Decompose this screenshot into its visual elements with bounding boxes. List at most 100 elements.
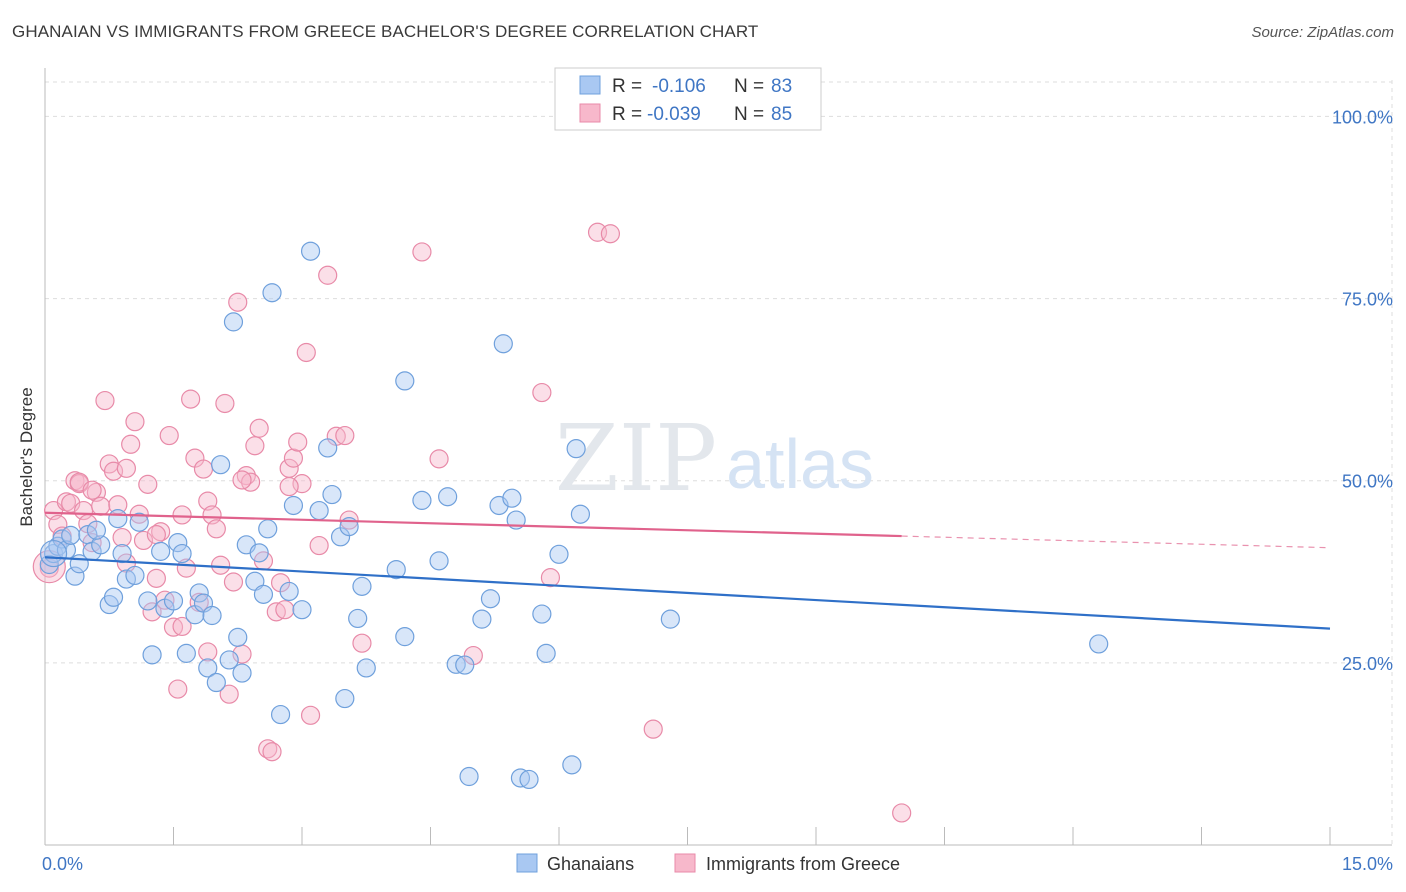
- greece-point: [309, 535, 329, 556]
- y-tick-labels: 25.0% 50.0% 75.0% 100.0%: [1332, 107, 1393, 673]
- ghanaian-point: [532, 604, 552, 624]
- greece-point: [121, 434, 141, 454]
- legend-r-value-2: -0.039: [647, 104, 701, 125]
- ghanaian-point: [151, 541, 171, 561]
- ghanaian-point: [172, 543, 192, 564]
- greece-point: [168, 679, 188, 699]
- ghanaian-point: [292, 600, 312, 620]
- greece-point: [206, 519, 226, 539]
- ghanaian-point: [322, 484, 342, 505]
- ghanaian-point: [189, 583, 209, 603]
- ghanaian-point: [61, 525, 81, 545]
- ghanaian-point: [455, 655, 475, 675]
- ghanaian-point: [125, 565, 145, 586]
- ghanaian-point: [202, 605, 222, 626]
- ghanaian-point: [429, 551, 449, 571]
- ghanaian-point: [502, 488, 522, 508]
- greece-point: [172, 505, 192, 525]
- ghanaian-point: [228, 627, 248, 647]
- ghanaian-point: [438, 487, 458, 507]
- greece-point: [48, 514, 68, 535]
- greece-point: [600, 224, 621, 244]
- ghanaian-point: [570, 504, 591, 524]
- greece-point: [335, 425, 355, 446]
- y-tick-label: 100.0%: [1332, 107, 1393, 127]
- ghanaian-point: [168, 533, 188, 553]
- greece-point: [82, 480, 102, 500]
- greece-point: [172, 616, 192, 637]
- trend-lines: [44, 511, 1331, 630]
- ghanaian-point: [356, 658, 376, 678]
- chart-title: GHANAIAN VS IMMIGRANTS FROM GREECE BACHE…: [12, 22, 759, 41]
- ghanaian-point: [412, 490, 432, 510]
- legend-r-value-1: -0.106: [652, 76, 706, 97]
- greece-point: [181, 389, 201, 409]
- ghanaian-point: [262, 283, 282, 303]
- ghanaian-point: [232, 663, 252, 683]
- greece-point: [138, 474, 158, 494]
- greece-point: [288, 432, 308, 452]
- ghanaian-point: [395, 371, 415, 391]
- greece-point: [232, 470, 252, 490]
- greece-point: [275, 600, 295, 620]
- greece-point: [112, 527, 132, 548]
- ghanaian-point: [176, 643, 196, 663]
- greece-point: [176, 558, 196, 578]
- greece-point: [412, 242, 432, 262]
- y-tick-label: 25.0%: [1342, 654, 1393, 674]
- ghanaian-trend-line: [44, 556, 1331, 630]
- correlation-legend: R = -0.106 N = 83 R = -0.039 N = 85: [554, 67, 822, 131]
- greece-point: [429, 449, 449, 469]
- ghanaian-point: [91, 535, 111, 555]
- greece-point: [300, 705, 321, 725]
- greece-point: [296, 342, 316, 363]
- ghanaian-point: [519, 769, 539, 790]
- ghanaian-point: [335, 688, 355, 709]
- greece-trend-line: [44, 511, 902, 538]
- ghanaian-point: [309, 500, 329, 521]
- ghanaian-point: [270, 704, 291, 725]
- ghanaian-point: [352, 576, 372, 596]
- greece-point: [318, 265, 338, 285]
- ghanaian-point: [472, 609, 492, 629]
- axes: [44, 68, 1392, 846]
- ghanaian-point: [65, 566, 85, 586]
- ghanaian-point: [138, 591, 158, 611]
- ghanaian-point: [480, 589, 501, 609]
- bottom-legend-ghanaians: Ghanaians: [547, 854, 634, 874]
- x-tick-label: 0.0%: [42, 854, 83, 874]
- ghanaian-point: [536, 643, 556, 663]
- greece-point: [892, 803, 912, 823]
- greece-point: [532, 382, 552, 403]
- ghanaian-point: [279, 581, 299, 602]
- x-tick-label: 15.0%: [1342, 854, 1393, 874]
- ghanaian-point: [459, 766, 479, 787]
- ghanaian-point: [103, 587, 124, 607]
- greece-point: [643, 719, 663, 739]
- legend-r-label-2: R =: [612, 104, 642, 125]
- ghanaian-point: [108, 508, 128, 529]
- ghanaian-point: [39, 554, 59, 575]
- greece-point: [91, 496, 111, 516]
- greece-point: [283, 448, 304, 468]
- ghanaian-point: [206, 672, 226, 693]
- y-tick-label: 50.0%: [1342, 472, 1393, 492]
- ghanaian-point: [283, 495, 304, 516]
- greece-point: [245, 436, 265, 456]
- ghanaian-point: [566, 439, 586, 459]
- ghanaian-point: [142, 645, 162, 665]
- ghanaian-point: [211, 455, 231, 475]
- ghanaian-point: [660, 609, 680, 629]
- ghanaian-point: [386, 559, 406, 580]
- legend-blue-swatch: [579, 75, 601, 95]
- greece-point: [146, 525, 166, 545]
- y-tick-label: 75.0%: [1342, 290, 1393, 310]
- greece-point: [262, 742, 282, 762]
- bottom-legend-pink-swatch: [674, 853, 696, 873]
- watermark: ZIP atlas: [555, 405, 874, 512]
- ghanaian-points: [39, 241, 1109, 790]
- legend-pink-swatch: [579, 103, 601, 123]
- bottom-legend-blue-swatch: [516, 853, 538, 873]
- greece-point: [352, 633, 372, 653]
